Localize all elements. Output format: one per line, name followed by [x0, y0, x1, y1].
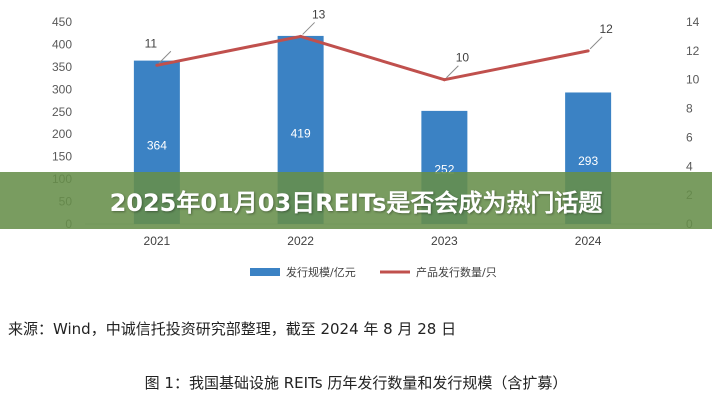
line-value-label: 12: [599, 22, 613, 36]
bar-value-label: 364: [147, 139, 167, 153]
line-value-label: 10: [456, 51, 470, 65]
left-tick-label: 400: [52, 37, 72, 51]
left-tick-label: 150: [52, 150, 72, 164]
source-note: 来源：Wind，中诚信托投资研究部整理，截至 2024 年 8 月 28 日: [8, 320, 457, 338]
line-point: [299, 34, 303, 38]
label-leader: [589, 36, 603, 50]
left-tick-label: 250: [52, 105, 72, 119]
right-tick-label: 14: [686, 15, 700, 29]
right-tick-label: 12: [686, 44, 700, 58]
right-tick-label: 8: [686, 102, 693, 116]
label-leader: [158, 50, 172, 64]
line-point: [586, 49, 590, 53]
category-label: 2023: [431, 234, 458, 248]
category-labels: 2021 2022 2023 2024: [144, 234, 602, 248]
banner-title: 2025年01月03日REITs是否会成为热门话题: [109, 189, 603, 217]
left-tick-label: 350: [52, 60, 72, 74]
combo-chart: 050100150200250300350400450 02468101214 …: [52, 7, 700, 279]
right-tick-label: 6: [686, 130, 693, 144]
title-banner: 2025年01月03日REITs是否会成为热门话题: [0, 172, 712, 229]
legend-bar-label: 发行规模/亿元: [286, 265, 356, 279]
legend-line-label: 产品发行数量/只: [416, 265, 497, 279]
legend-bar-swatch: [250, 268, 280, 276]
left-axis-ticks: 050100150200250300350400450: [52, 15, 72, 231]
bar-value-label: 419: [291, 127, 311, 141]
line-series: [155, 34, 590, 82]
category-label: 2021: [144, 234, 171, 248]
line-value-label: 13: [312, 7, 326, 21]
line-point: [442, 78, 446, 82]
left-tick-label: 300: [52, 82, 72, 96]
line-path: [156, 34, 589, 82]
line-point: [155, 63, 159, 67]
bar-value-label: 293: [578, 154, 598, 168]
category-label: 2024: [575, 234, 602, 248]
left-tick-label: 450: [52, 15, 72, 29]
left-tick-label: 200: [52, 127, 72, 141]
right-tick-label: 4: [686, 159, 693, 173]
label-leader: [446, 65, 459, 79]
right-tick-label: 10: [686, 73, 700, 87]
line-value-labels: 11 13 10 12: [145, 7, 613, 79]
category-label: 2022: [287, 234, 314, 248]
figure-caption: 图 1：我国基础设施 REITs 历年发行数量和发行规模（含扩募）: [144, 374, 568, 392]
line-value-label: 11: [145, 36, 158, 50]
label-leader: [302, 22, 315, 35]
legend: 发行规模/亿元 产品发行数量/只: [250, 265, 497, 279]
